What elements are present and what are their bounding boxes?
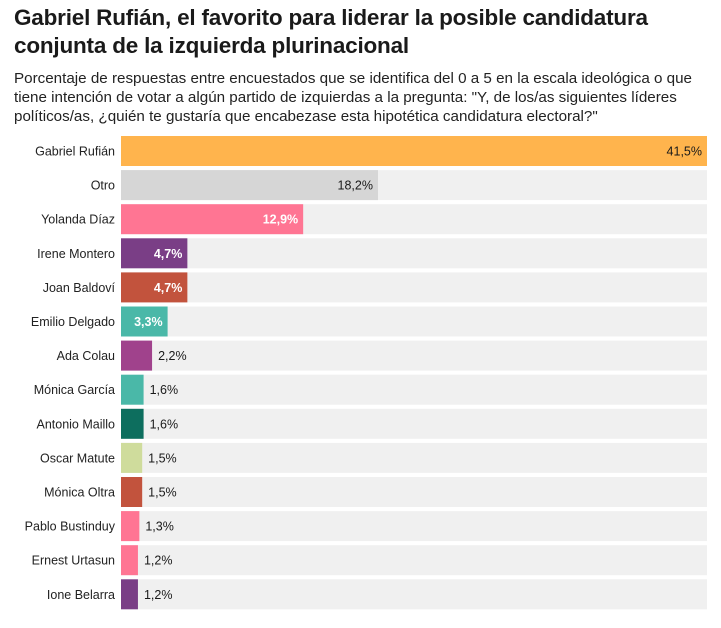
bar-track	[121, 306, 707, 337]
bar	[121, 374, 144, 405]
value-label: 2,2%	[158, 349, 187, 363]
category-label: Irene Montero	[37, 247, 115, 261]
chart-subtitle: Porcentaje de respuestas entre encuestad…	[14, 70, 692, 125]
category-label: Joan Baldoví	[43, 281, 116, 295]
value-label: 1,2%	[144, 588, 173, 602]
category-label: Emilio Delgado	[31, 315, 115, 329]
bar-track	[121, 579, 707, 610]
value-label: 41,5%	[667, 145, 702, 159]
bar-track	[121, 511, 707, 542]
category-label: Mónica Oltra	[44, 486, 115, 500]
bar	[121, 272, 188, 303]
bar-track	[121, 340, 707, 371]
bar	[121, 545, 138, 576]
category-label: Pablo Bustinduy	[25, 520, 116, 534]
bar	[121, 408, 144, 439]
value-label: 1,6%	[150, 383, 179, 397]
bar	[121, 579, 138, 610]
value-label: 18,2%	[338, 179, 373, 193]
category-label: Otro	[91, 179, 115, 193]
category-label: Gabriel Rufián	[35, 145, 115, 159]
category-label: Ione Belarra	[47, 588, 115, 602]
bar	[121, 170, 378, 201]
value-label: 1,5%	[148, 486, 177, 500]
bar	[121, 306, 168, 337]
bar	[121, 442, 143, 473]
value-label: 1,5%	[148, 451, 177, 465]
value-label: 4,7%	[154, 247, 183, 261]
bar-track	[121, 374, 707, 405]
bar-track	[121, 272, 707, 303]
chart-title: Gabriel Rufián, el favorito para liderar…	[14, 5, 648, 58]
bar-track	[121, 238, 707, 269]
value-label: 3,3%	[134, 315, 163, 329]
category-label: Ernest Urtasun	[32, 554, 115, 568]
category-label: Ada Colau	[57, 349, 115, 363]
bar	[121, 204, 304, 235]
bar-track	[121, 545, 707, 576]
value-label: 1,3%	[145, 520, 174, 534]
category-label: Yolanda Díaz	[41, 213, 115, 227]
bar	[121, 477, 143, 507]
category-label: Mónica García	[34, 383, 115, 397]
bar-track	[121, 477, 707, 507]
bar	[121, 340, 153, 371]
category-label: Antonio Maillo	[36, 417, 115, 431]
bar-track	[121, 442, 707, 473]
value-label: 1,2%	[144, 554, 173, 568]
bar	[121, 136, 707, 166]
bar	[121, 238, 188, 269]
value-label: 12,9%	[263, 213, 298, 227]
value-label: 1,6%	[150, 417, 179, 431]
value-label: 4,7%	[154, 281, 183, 295]
bar-track	[121, 408, 707, 439]
bar	[121, 511, 140, 542]
category-label: Oscar Matute	[40, 451, 115, 465]
